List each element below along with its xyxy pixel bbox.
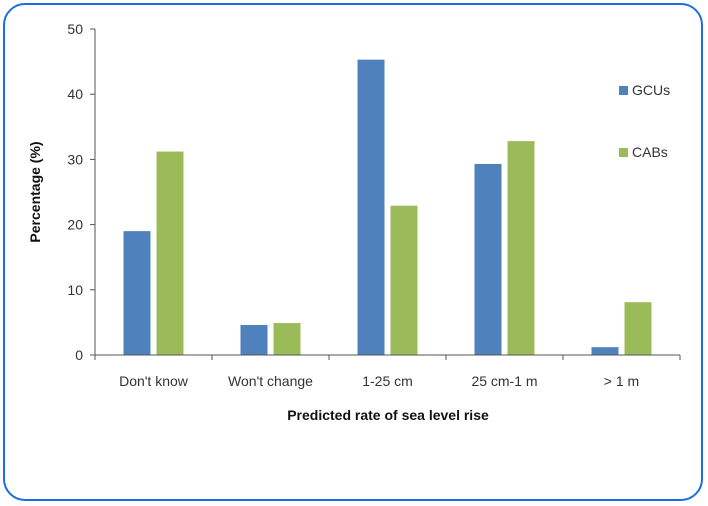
x-tick-label: Don't know bbox=[119, 373, 189, 389]
x-axis-title: Predicted rate of sea level rise bbox=[287, 407, 489, 423]
legend-swatch-cabs bbox=[619, 148, 628, 157]
y-tick-label: 30 bbox=[67, 151, 83, 167]
bar-cabs-2 bbox=[390, 205, 418, 355]
bar-gcus-0 bbox=[123, 231, 151, 355]
legend-swatch-gcus bbox=[619, 86, 628, 95]
y-tick-label: 10 bbox=[67, 282, 83, 298]
y-tick-label: 20 bbox=[67, 217, 83, 233]
bar-gcus-4 bbox=[591, 347, 619, 355]
chart-frame bbox=[3, 3, 703, 501]
bar-cabs-3 bbox=[507, 141, 535, 355]
x-tick-label: > 1 m bbox=[604, 373, 639, 389]
bars-layer bbox=[123, 59, 652, 355]
x-tick-label: 25 cm-1 m bbox=[471, 373, 537, 389]
y-tick-label: 0 bbox=[75, 347, 83, 363]
legend-label-gcus: GCUs bbox=[632, 82, 670, 98]
bar-gcus-1 bbox=[240, 325, 268, 355]
y-tick-label: 50 bbox=[67, 21, 83, 37]
bar-gcus-3 bbox=[474, 163, 502, 355]
y-tick-label: 40 bbox=[67, 86, 83, 102]
x-tick-label: 1-25 cm bbox=[362, 373, 413, 389]
bar-gcus-2 bbox=[357, 59, 385, 355]
x-tick-label: Won't change bbox=[228, 373, 313, 389]
y-axis-title: Percentage (%) bbox=[27, 141, 43, 242]
legend: GCUs CABs bbox=[619, 82, 670, 160]
legend-label-cabs: CABs bbox=[632, 144, 668, 160]
bar-cabs-0 bbox=[156, 151, 184, 355]
bar-cabs-1 bbox=[273, 323, 301, 355]
axes-layer: 0 10 20 30 40 50 Don't know Won't change 1-25 cm… bbox=[67, 21, 681, 389]
bar-cabs-4 bbox=[624, 302, 652, 355]
